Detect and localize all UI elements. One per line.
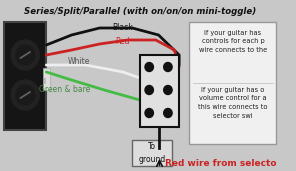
Circle shape <box>164 109 172 117</box>
Circle shape <box>145 86 153 95</box>
Circle shape <box>11 80 39 110</box>
Circle shape <box>145 109 153 117</box>
Text: Red wire from selecto: Red wire from selecto <box>165 160 276 168</box>
Text: Red: Red <box>115 36 130 45</box>
Bar <box>4 22 46 130</box>
Text: If your guitar has o
volume control for a
this wire connects to
selector swi: If your guitar has o volume control for … <box>198 87 268 119</box>
Text: Green & bare: Green & bare <box>39 84 90 94</box>
Text: Black: Black <box>112 23 133 32</box>
Text: If your guitar has
controls for each p
wire connects to the: If your guitar has controls for each p w… <box>199 30 267 53</box>
Circle shape <box>11 40 39 70</box>
Bar <box>43 68 50 90</box>
Circle shape <box>16 85 35 105</box>
Bar <box>132 140 172 166</box>
Circle shape <box>164 62 172 71</box>
Text: White: White <box>68 57 90 67</box>
Text: Series/Split/Parallel (with on/on/on mini-toggle): Series/Split/Parallel (with on/on/on min… <box>24 7 256 16</box>
Text: can: can <box>44 75 47 83</box>
Circle shape <box>16 45 35 65</box>
Circle shape <box>164 86 172 95</box>
Bar <box>140 55 179 127</box>
Text: To
ground: To ground <box>139 142 166 164</box>
Circle shape <box>145 62 153 71</box>
Bar <box>189 22 276 144</box>
